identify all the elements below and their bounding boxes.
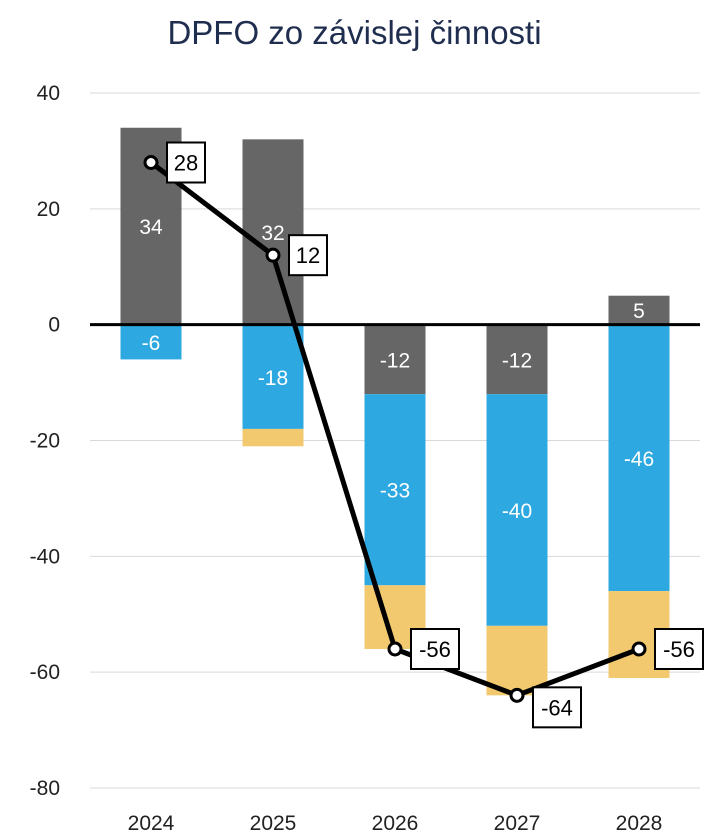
line-point [143,155,159,170]
bar-segment [486,394,548,626]
line-value-label: 28 [174,151,198,176]
line-value-box [532,686,582,729]
line-value-label: -64 [541,695,573,720]
line-value-label: 12 [296,243,320,268]
chart-title: DPFO zo závislej činnosti [167,14,542,51]
line-value-label: -56 [419,637,451,662]
x-tick-label: 2024 [128,812,175,835]
bar-value-label: 5 [633,300,645,323]
x-tick-label: 2026 [372,812,419,835]
bar-segment [486,625,548,696]
y-tick-label: -40 [30,545,60,568]
x-tick-label: 2028 [616,812,663,835]
line-point [631,641,647,657]
line-value-label: -56 [663,637,695,662]
bar-segment [608,324,670,592]
y-tick-label: 20 [37,198,60,221]
x-tick-label: 2025 [250,812,297,835]
bar-value-label: -6 [142,332,161,355]
bar-value-label: -12 [380,349,410,372]
x-tick-label: 2027 [494,812,541,835]
line-value-box [654,628,704,670]
line-point [509,687,525,703]
bar-segment [608,295,670,325]
y-tick-label: -60 [30,661,60,684]
line-value-box [288,234,328,277]
bar-value-label: 32 [261,222,284,245]
bar-segment [120,324,182,360]
bar-segment [242,324,304,429]
y-tick-label: 0 [48,314,60,337]
bar-value-label: -40 [502,500,532,523]
bar-value-label: -18 [258,367,288,390]
y-tick-label: 40 [37,82,60,105]
bar-value-label: 34 [139,216,163,239]
line-point [265,247,281,263]
bar-segment [242,139,304,325]
bar-value-label: -46 [624,448,654,471]
bar-value-label: -33 [380,480,410,503]
bar-segment [242,428,304,447]
line-value-box [166,141,206,184]
bar-value-label: -12 [502,349,532,372]
bar-segment [364,394,426,586]
line-point [387,641,403,657]
line-value-box [410,628,460,670]
y-tick-label: -20 [30,430,60,453]
bar-segment [486,324,548,395]
bar-segment [364,324,426,395]
y-tick-label: -80 [30,777,60,800]
